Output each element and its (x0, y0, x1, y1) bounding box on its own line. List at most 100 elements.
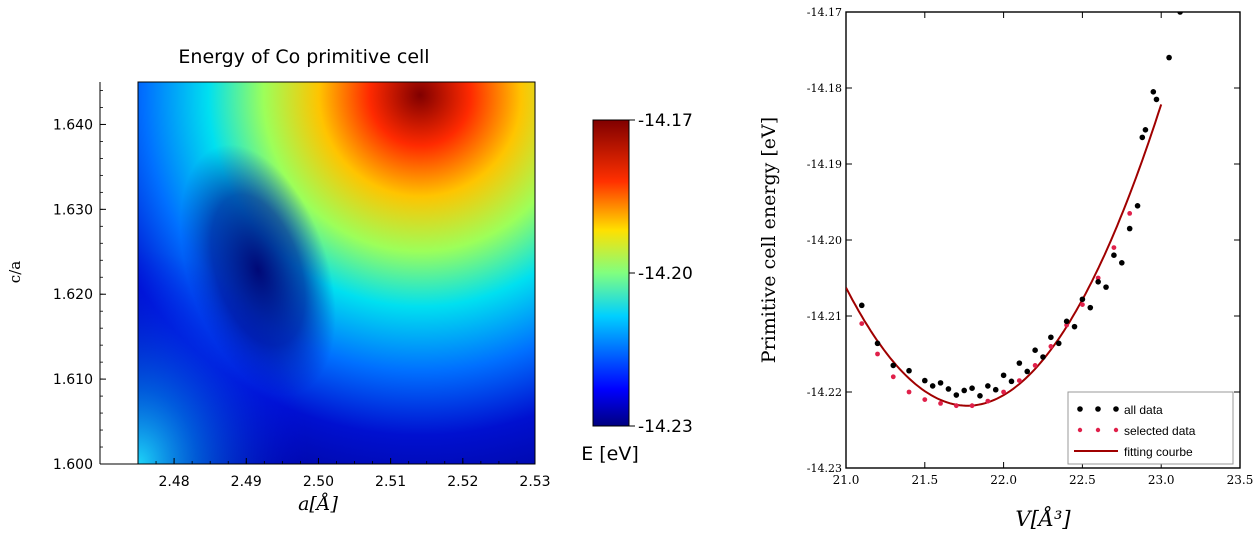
legend-swatch-selected-data (1077, 427, 1119, 433)
scatter-x-label: V[Å³] (1015, 506, 1071, 531)
all-data-point (1087, 304, 1094, 311)
all-data-point (1040, 354, 1046, 360)
colorbar (592, 119, 630, 427)
selected-data-points (859, 211, 1133, 409)
all-data-point (1008, 378, 1015, 385)
all-data-point (961, 387, 967, 394)
colorbar-tick-label: -14.17 (638, 111, 693, 131)
heatmap-y-tick-label: 1.630 (53, 202, 93, 218)
scatter-y-tick-label: -14.20 (807, 234, 842, 247)
all-data-point (906, 367, 912, 374)
all-data-point (858, 302, 865, 309)
selected-data-point (1080, 302, 1085, 307)
selected-data-point (938, 401, 943, 406)
legend-swatch-all-data (1077, 406, 1119, 412)
all-data-point (1024, 368, 1031, 375)
all-data-point (1048, 334, 1054, 341)
all-data-point (1111, 252, 1117, 258)
heatmap-x-tick-label: 2.51 (375, 474, 406, 490)
heatmap-x-tick-label: 2.48 (159, 474, 190, 490)
all-data-point (1153, 96, 1160, 103)
selected-data-point (1032, 363, 1038, 368)
heatmap-y-tick-label: 1.640 (53, 117, 93, 133)
scatter-y-tick-label: -14.19 (807, 158, 842, 171)
all-data-point (977, 393, 983, 399)
all-data-point (874, 340, 881, 347)
selected-data-point (1111, 245, 1117, 251)
all-data-point (1103, 284, 1109, 290)
all-data-point (1000, 372, 1007, 379)
all-data-point (1166, 54, 1172, 61)
colorbar-tick-label: -14.23 (638, 417, 693, 437)
scatter-y-tick-label: -14.23 (807, 462, 842, 475)
selected-data-point (875, 351, 880, 357)
heatmap-y-label: c/a (6, 261, 24, 283)
heatmap-plot-area (138, 82, 535, 464)
selected-data-point (1064, 322, 1070, 328)
scatter-legend: all data selected data fitting courbe (1067, 391, 1234, 465)
scatter-y-tick-label: -14.18 (807, 82, 842, 95)
scatter-x-tick-label: 23.5 (1227, 473, 1254, 487)
heatmap-title: Energy of Co primitive cell (178, 46, 429, 68)
all-data-point (992, 386, 999, 393)
all-data-point (937, 380, 944, 386)
selected-data-point (906, 389, 912, 395)
heatmap-x-tick-label: 2.53 (519, 474, 550, 490)
scatter-y-tick-label: -14.17 (807, 6, 842, 19)
colorbar-tick-label: -14.20 (638, 264, 693, 284)
all-data-point (922, 377, 928, 384)
selected-data-point (922, 397, 928, 402)
all-data-point (1071, 323, 1078, 330)
heatmap-x-label: a[Å] (298, 493, 338, 515)
fit-curve-line (846, 104, 1163, 407)
all-data-point (1119, 260, 1125, 266)
all-data-point (929, 383, 936, 389)
selected-data-point (1016, 378, 1022, 383)
selected-data-point (1001, 389, 1006, 395)
heatmap-x-tick-label: 2.49 (231, 474, 262, 490)
scatter-x-tick-label: 22.0 (990, 473, 1017, 487)
heatmap-y-tick-label: 1.600 (53, 457, 93, 473)
scatter-y-ticks: -14.17 -14.18 -14.19 -14.20 -14.21 -14.22 -14.… (807, 6, 1240, 475)
scatter-x-tick-label: 22.5 (1069, 473, 1096, 487)
scatter-x-tick-label: 21.5 (911, 473, 938, 487)
selected-data-point (1095, 275, 1101, 281)
heatmap-chart: Energy of Co primitive cell 1.6001.6101.… (6, 46, 693, 515)
scatter-x-ticks: 21.0 21.5 22.0 22.5 23.0 23.5 (833, 12, 1254, 487)
all-data-point (1095, 279, 1101, 285)
heatmap-y-ticks: 1.600 1.610 1.620 1.630 1.640 (53, 90, 106, 473)
all-data-point (945, 386, 952, 392)
scatter-x-tick-label: 21.0 (833, 473, 860, 487)
all-data-point (1139, 134, 1146, 141)
all-data-point (1150, 89, 1157, 95)
all-data-point (1016, 360, 1023, 366)
all-data-point (1134, 203, 1141, 209)
selected-data-point (969, 403, 975, 409)
heatmap-y-tick-label: 1.610 (53, 372, 93, 388)
heatmap-y-tick-label: 1.620 (53, 287, 93, 303)
legend-label-selected-data: selected data (1124, 424, 1196, 438)
all-data-point (1126, 225, 1133, 232)
scatter-x-tick-label: 23.0 (1148, 473, 1175, 487)
selected-data-point (1127, 211, 1133, 216)
all-data-point (1142, 127, 1149, 133)
heatmap-minimum-basin (180, 144, 336, 396)
all-data-point (1177, 12, 1183, 15)
heatmap-x-tick-label: 2.50 (303, 474, 334, 490)
heatmap-x-ticks: 2.48 2.49 2.50 2.51 2.52 2.53 (137, 458, 551, 490)
scatter-y-label: Primitive cell energy [eV] (758, 117, 780, 363)
legend-label-all-data: all data (1124, 403, 1163, 417)
all-data-point (969, 385, 975, 392)
all-data-point (1063, 318, 1070, 325)
colorbar-label: E [eV] (581, 443, 639, 465)
colorbar-ticks: -14.17 -14.20 -14.23 (629, 111, 693, 437)
selected-data-point (890, 374, 896, 380)
all-data-point (1032, 347, 1038, 354)
heatmap-x-tick-label: 2.52 (447, 474, 478, 490)
scatter-y-tick-label: -14.22 (807, 386, 842, 399)
selected-data-point (859, 321, 865, 326)
selected-data-point (1048, 344, 1054, 349)
selected-data-point (953, 403, 959, 409)
all-data-point (985, 383, 991, 389)
